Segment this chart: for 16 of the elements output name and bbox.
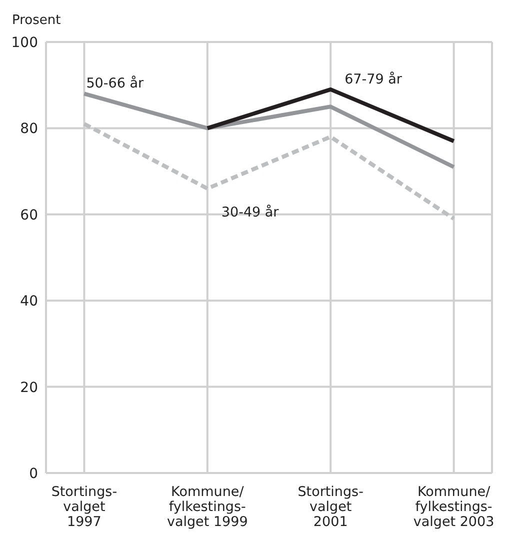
y-tick-label: 20 [20, 380, 38, 396]
y-tick-label: 80 [20, 121, 38, 138]
y-tick-label: 40 [20, 294, 38, 310]
x-tick-label: Kommune/ fylkestings- valget 1999 [166, 484, 248, 530]
y-axis-title: Prosent [12, 13, 61, 28]
x-tick-label: Stortings- valget 1997 [51, 484, 118, 530]
series-label: 50-66 år [86, 76, 144, 92]
y-tick-label: 60 [20, 207, 38, 224]
x-tick-label: Stortings- valget 2001 [298, 484, 364, 530]
y-tick-label: 100 [11, 34, 38, 51]
x-tick-label: Kommune/ fylkestings- valget 2003 [413, 484, 494, 530]
line-series [82, 122, 456, 221]
series-label: 30-49 år [221, 204, 280, 221]
line-series [82, 92, 456, 169]
series-label: 67-79 år [344, 71, 402, 88]
y-tick-label: 0 [29, 466, 38, 482]
